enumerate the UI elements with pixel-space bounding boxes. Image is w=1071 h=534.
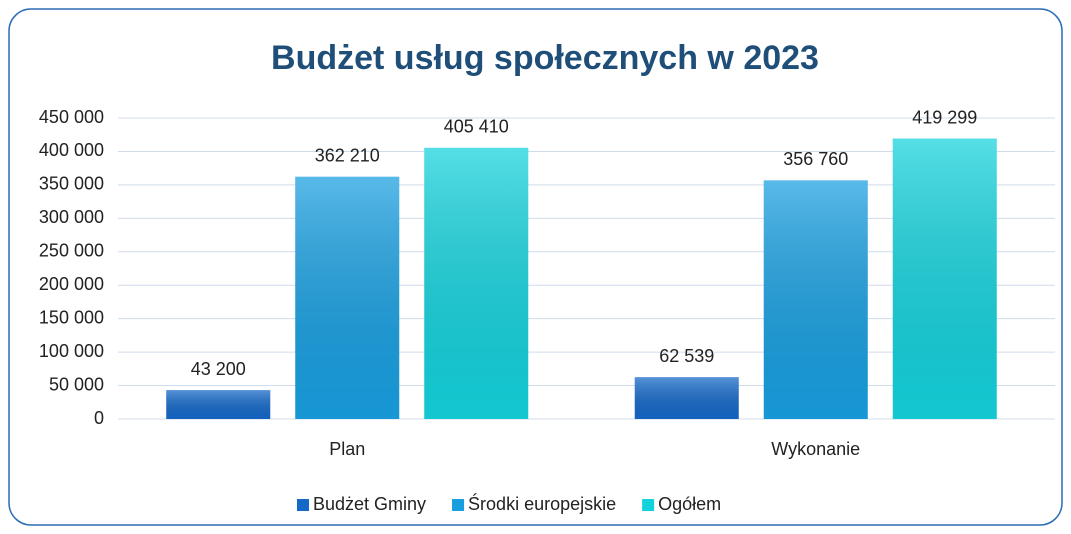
data-label: 356 760 <box>783 149 848 169</box>
legend-label: Budżet Gminy <box>313 494 426 514</box>
data-label: 362 210 <box>315 145 380 165</box>
bar-shine <box>634 377 739 419</box>
y-tick-label: 350 000 <box>39 174 104 194</box>
bar-shine <box>424 147 529 420</box>
legend-marker <box>642 499 655 511</box>
x-tick-label: Plan <box>329 439 365 459</box>
data-label: 405 410 <box>444 117 509 137</box>
data-label: 62 539 <box>659 346 714 366</box>
y-tick-label: 450 000 <box>39 107 104 127</box>
data-label: 419 299 <box>912 107 977 127</box>
chart-title: Budżet usług społecznych w 2023 <box>271 39 819 77</box>
bar-shine <box>295 176 400 419</box>
data-label: 43 200 <box>191 359 246 379</box>
legend-marker <box>452 499 465 511</box>
y-tick-label: 250 000 <box>39 241 104 261</box>
x-tick-label: Wykonanie <box>771 439 860 459</box>
legend-label: Ogółem <box>658 494 721 514</box>
y-tick-label: 100 000 <box>39 341 104 361</box>
y-tick-label: 0 <box>94 408 104 428</box>
y-tick-label: 400 000 <box>39 140 104 160</box>
y-tick-label: 300 000 <box>39 207 104 227</box>
y-tick-label: 50 000 <box>49 374 104 394</box>
bar-shine <box>892 138 997 419</box>
legend-label: Środki europejskie <box>468 493 616 514</box>
bar-shine <box>166 390 271 419</box>
bar-shine <box>763 180 868 419</box>
legend-marker <box>297 499 309 511</box>
y-tick-label: 200 000 <box>39 274 104 294</box>
y-tick-label: 150 000 <box>39 307 104 327</box>
